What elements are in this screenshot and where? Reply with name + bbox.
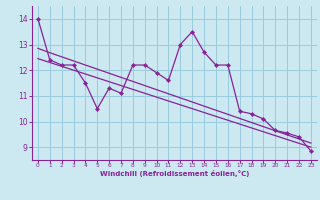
X-axis label: Windchill (Refroidissement éolien,°C): Windchill (Refroidissement éolien,°C): [100, 170, 249, 177]
